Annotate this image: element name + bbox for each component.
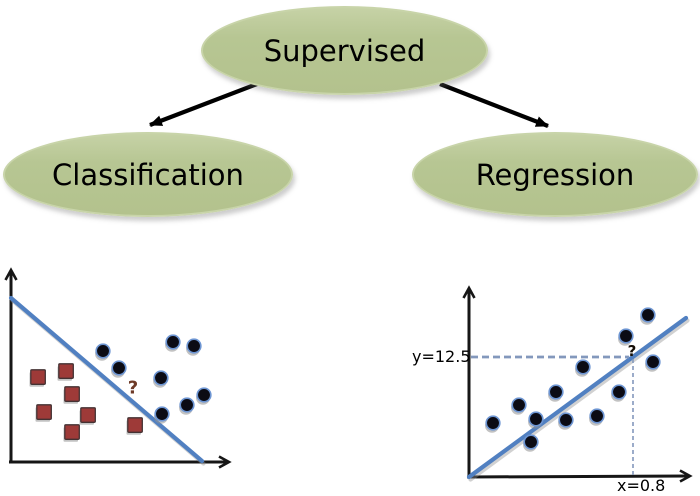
edge-supervised-to-classification (149, 82, 258, 127)
decision-boundary-line (8, 295, 205, 464)
scatter-point (558, 412, 574, 428)
scatter-point (645, 354, 661, 370)
regression-y-guide-label: y=12.5 (412, 347, 471, 366)
scatter-point (575, 359, 591, 375)
regression-query-label: ? (627, 342, 637, 360)
scatter-point (618, 328, 634, 344)
node-classification: Classification (3, 132, 293, 217)
scatter-point (511, 397, 527, 413)
scatter-point (153, 370, 169, 386)
node-regression-label: Regression (475, 157, 635, 192)
class-square-point (80, 407, 96, 423)
scatter-point (95, 343, 111, 359)
edge-supervised-to-regression (439, 82, 549, 128)
scatter-point (611, 384, 627, 400)
node-supervised: Supervised (201, 6, 488, 95)
scatter-point (111, 360, 127, 376)
scatter-point (640, 307, 656, 323)
regression-x-guide-label: x=0.8 (617, 476, 666, 495)
node-supervised-label: Supervised (263, 33, 426, 68)
scatter-point (589, 408, 605, 424)
class-square-point (58, 363, 74, 379)
regression-fit-line-shadow (468, 318, 690, 482)
class-square-point (36, 404, 52, 420)
scatter-point (485, 415, 501, 431)
scatter-point (548, 384, 564, 400)
node-regression: Regression (412, 132, 698, 217)
regression-example-x-axis (466, 469, 693, 483)
scatter-point (154, 406, 170, 422)
class-square-point (64, 386, 80, 402)
scatter-point (523, 434, 539, 450)
scatter-point (165, 334, 181, 350)
class-square-point (30, 369, 46, 385)
class-square-point (127, 417, 143, 433)
node-classification-label: Classification (52, 157, 244, 192)
class-square-point (64, 424, 80, 440)
scatter-point (528, 411, 544, 427)
classification-query-label: ? (127, 377, 139, 399)
scatter-point (196, 387, 212, 403)
scatter-point (186, 338, 202, 354)
regression-fit-line (466, 315, 689, 480)
scatter-point (179, 397, 195, 413)
